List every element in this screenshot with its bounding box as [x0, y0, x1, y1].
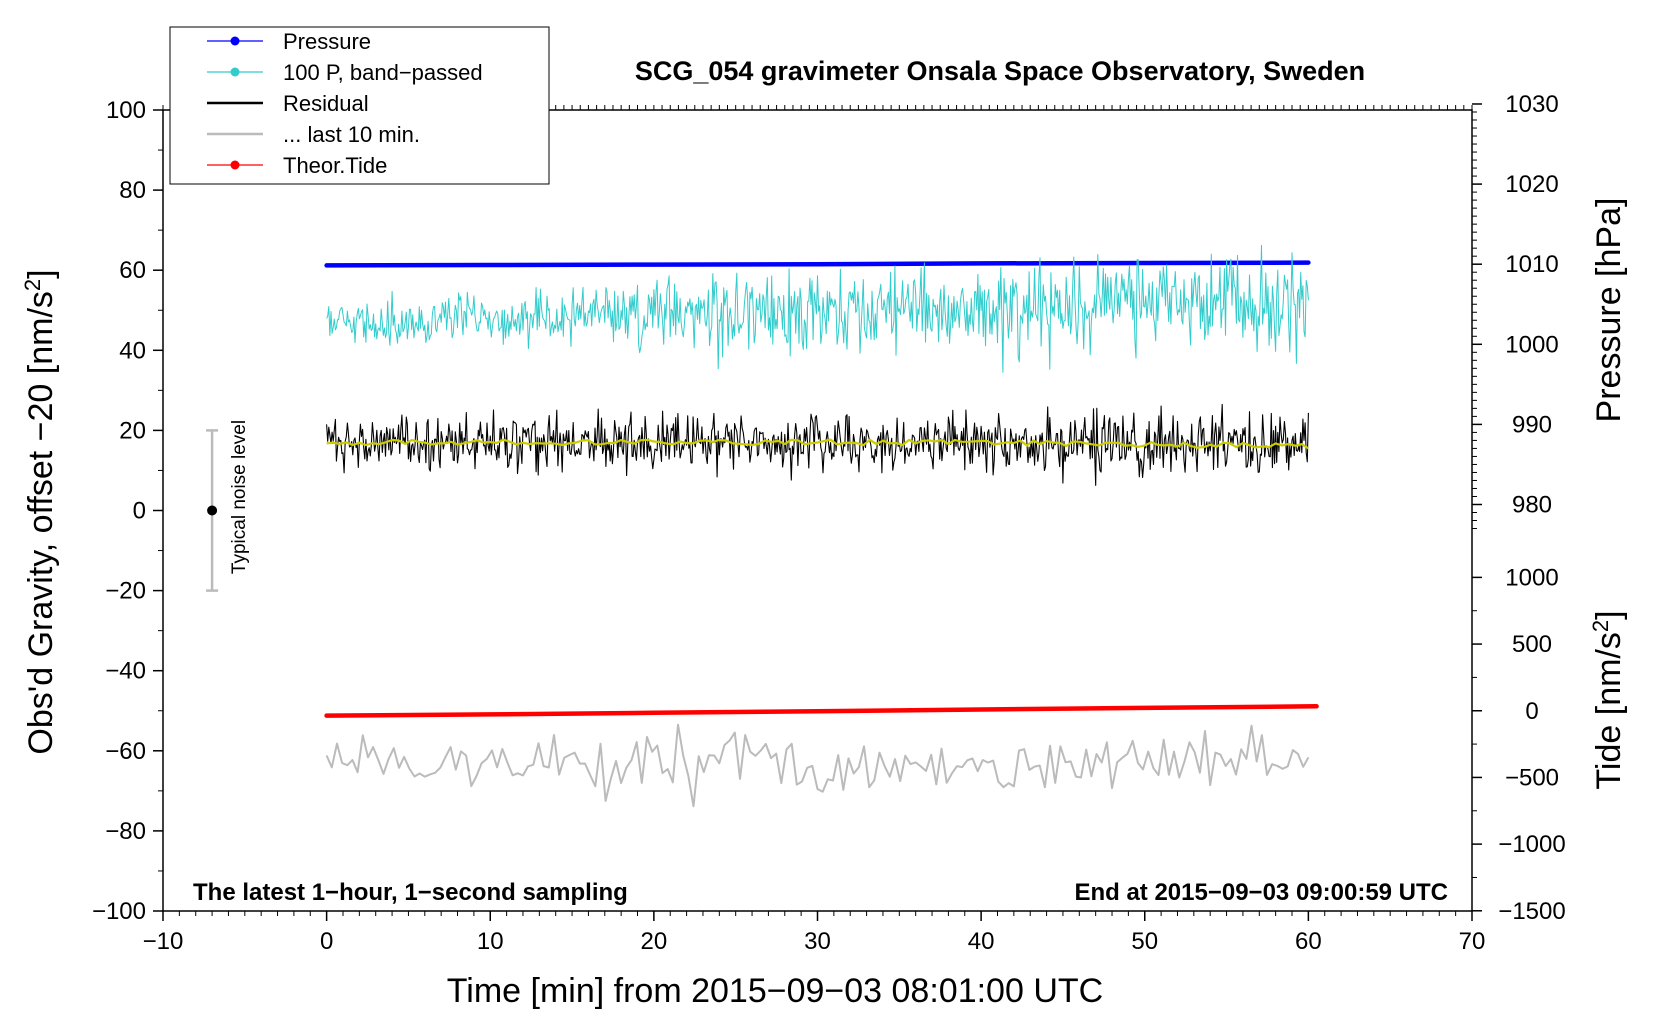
y-tick-label: 80 — [119, 177, 146, 204]
plot-frame — [162, 109, 1473, 912]
x-tick-label: 10 — [477, 928, 504, 955]
x-tick-label: 70 — [1459, 928, 1486, 955]
tide-axis-label: Tide [nm/s2] — [1588, 610, 1628, 789]
plot-area — [162, 109, 1473, 912]
legend-label-last-10-min: ... last 10 min. — [283, 122, 420, 147]
x-tick-label: 20 — [641, 928, 668, 955]
legend-label-residual: Residual — [283, 91, 369, 116]
legend-label-theor-tide: Theor.Tide — [283, 153, 387, 178]
tide-tick-label: 0 — [1525, 698, 1538, 725]
tide-tick-label: 1000 — [1505, 564, 1558, 591]
legend-marker-100-p-band-passed — [230, 67, 240, 77]
pressure-axis-label: Pressure [hPa] — [1590, 198, 1628, 423]
y-axis-label: Obs'd Gravity, offset −20 [nm/s2] — [20, 269, 60, 754]
y-tick-label: −20 — [105, 578, 146, 605]
pressure-tick-label: 990 — [1512, 411, 1552, 438]
series-100-p-band-passed — [326, 244, 1309, 373]
noise-bar-center-dot — [207, 505, 218, 516]
legend-label-pressure: Pressure — [283, 29, 371, 54]
noise-level-label: Typical noise level — [229, 420, 250, 574]
axes-layer: −10 0 10 20 30 40 50 60 70100806040200−20−40−60−… — [92, 91, 1566, 955]
series-layer — [324, 244, 1319, 808]
y-axis-label-end: ] — [22, 269, 60, 278]
series-pressure — [324, 260, 1311, 268]
y-axis-label-main: Obs'd Gravity, offset −20 [nm/s — [22, 291, 60, 754]
y-tick-label: 20 — [119, 417, 146, 444]
y-tick-label: −60 — [105, 738, 146, 765]
pressure-tick-label: 1010 — [1505, 251, 1558, 278]
tide-axis-label-main: Tide [nm/s — [1590, 632, 1628, 789]
y-tick-label: 60 — [119, 257, 146, 284]
x-tick-label: 30 — [804, 928, 831, 955]
y-tick-label: −40 — [105, 658, 146, 685]
legend-label-100-p-band-passed: 100 P, band−passed — [283, 60, 483, 85]
x-tick-label: −10 — [143, 928, 184, 955]
legend: Pressure 100 P, band−passed Residual ... la… — [169, 26, 550, 185]
legend-marker-theor-tide — [230, 160, 240, 170]
series-residual-smoothed — [326, 438, 1309, 450]
tide-axis-label-end: ] — [1590, 610, 1628, 619]
annotation-bottom-left: The latest 1−hour, 1−second sampling — [193, 879, 628, 906]
y-tick-label: 40 — [119, 337, 146, 364]
x-tick-label: 60 — [1295, 928, 1322, 955]
pressure-tick-label: 1030 — [1505, 91, 1558, 118]
x-tick-label: 50 — [1131, 928, 1158, 955]
pressure-tick-label: 1020 — [1505, 171, 1558, 198]
y-tick-label: 100 — [106, 97, 146, 124]
tide-tick-label: 500 — [1512, 631, 1552, 658]
y-tick-label: 0 — [133, 498, 146, 525]
y-tick-label: −100 — [92, 898, 146, 925]
x-tick-label: 40 — [968, 928, 995, 955]
y-axis-label-sup: 2 — [20, 279, 45, 291]
tide-tick-label: −1000 — [1498, 831, 1565, 858]
tide-axis-label-sup: 2 — [1588, 620, 1613, 632]
annotation-bottom-right: End at 2015−09−03 09:00:59 UTC — [1074, 879, 1448, 906]
series-last-10-min — [325, 723, 1310, 808]
pressure-tick-label: 980 — [1512, 491, 1552, 518]
tide-tick-label: −500 — [1505, 764, 1559, 791]
chart-title: SCG_054 gravimeter Onsala Space Observat… — [635, 56, 1365, 86]
x-tick-label: 0 — [320, 928, 333, 955]
tide-tick-label: −1500 — [1498, 898, 1565, 925]
x-axis-label: Time [min] from 2015−09−03 08:01:00 UTC — [447, 972, 1103, 1010]
series-theor-tide — [324, 704, 1319, 718]
legend-marker-pressure — [230, 36, 240, 46]
noise-level-bar — [206, 429, 219, 592]
y-tick-label: −80 — [105, 818, 146, 845]
legend-box — [169, 26, 550, 185]
pressure-tick-label: 1000 — [1505, 331, 1558, 358]
